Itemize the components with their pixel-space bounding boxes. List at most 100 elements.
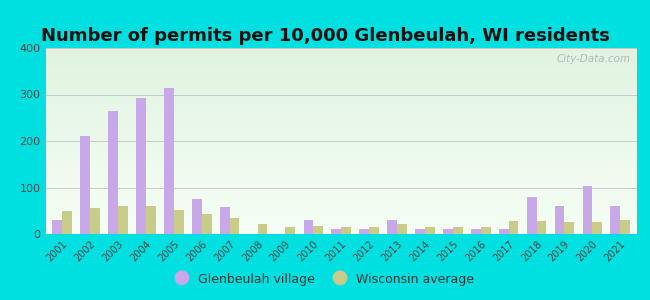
Bar bbox=[304, 220, 313, 234]
Bar bbox=[46, 204, 637, 206]
Bar bbox=[425, 227, 435, 234]
Bar bbox=[46, 102, 637, 104]
Bar bbox=[46, 230, 637, 232]
Bar bbox=[46, 221, 637, 223]
Bar bbox=[46, 186, 637, 188]
Bar bbox=[46, 195, 637, 197]
Bar bbox=[46, 167, 637, 169]
Bar bbox=[332, 229, 341, 234]
Bar bbox=[136, 98, 146, 234]
Bar bbox=[46, 110, 637, 111]
Bar bbox=[46, 175, 637, 176]
Bar bbox=[46, 67, 637, 68]
Bar bbox=[46, 143, 637, 145]
Bar bbox=[453, 227, 463, 234]
Text: City-Data.com: City-Data.com bbox=[557, 54, 631, 64]
Bar bbox=[46, 87, 637, 89]
Bar bbox=[582, 186, 592, 234]
Bar bbox=[46, 210, 637, 212]
Bar bbox=[46, 189, 637, 191]
Bar bbox=[620, 220, 630, 234]
Bar bbox=[46, 141, 637, 143]
Bar bbox=[46, 215, 637, 217]
Bar bbox=[46, 160, 637, 161]
Bar bbox=[46, 212, 637, 214]
Bar bbox=[46, 119, 637, 121]
Bar bbox=[471, 229, 481, 234]
Bar bbox=[202, 214, 211, 234]
Bar bbox=[46, 188, 637, 189]
Bar bbox=[509, 221, 519, 234]
Bar bbox=[46, 89, 637, 91]
Bar bbox=[46, 126, 637, 128]
Bar bbox=[46, 61, 637, 63]
Bar bbox=[564, 222, 574, 234]
Bar bbox=[554, 206, 564, 234]
Bar bbox=[46, 208, 637, 210]
Bar bbox=[192, 199, 202, 234]
Bar bbox=[46, 232, 637, 234]
Bar bbox=[109, 111, 118, 234]
Bar bbox=[46, 214, 637, 215]
Bar bbox=[46, 48, 637, 50]
Bar bbox=[46, 182, 637, 184]
Bar bbox=[46, 165, 637, 167]
Bar bbox=[46, 154, 637, 156]
Bar bbox=[146, 206, 156, 234]
Bar bbox=[46, 184, 637, 186]
Bar bbox=[46, 59, 637, 61]
Bar bbox=[46, 82, 637, 83]
Bar bbox=[46, 158, 637, 160]
Bar bbox=[46, 74, 637, 76]
Bar bbox=[46, 219, 637, 221]
Bar bbox=[46, 156, 637, 158]
Bar bbox=[46, 70, 637, 72]
Bar bbox=[46, 121, 637, 122]
Bar bbox=[46, 104, 637, 106]
Bar bbox=[46, 107, 637, 110]
Bar bbox=[174, 210, 183, 234]
Bar bbox=[46, 91, 637, 93]
Bar bbox=[46, 130, 637, 132]
Text: Number of permits per 10,000 Glenbeulah, WI residents: Number of permits per 10,000 Glenbeulah,… bbox=[40, 27, 610, 45]
Bar bbox=[53, 220, 62, 234]
Bar bbox=[46, 176, 637, 178]
Bar bbox=[526, 197, 536, 234]
Bar bbox=[46, 197, 637, 199]
Legend: Glenbeulah village, Wisconsin average: Glenbeulah village, Wisconsin average bbox=[171, 268, 479, 291]
Bar bbox=[46, 150, 637, 152]
Bar bbox=[387, 220, 397, 234]
Bar bbox=[46, 122, 637, 124]
Bar bbox=[46, 63, 637, 65]
Bar bbox=[46, 152, 637, 154]
Bar bbox=[118, 206, 128, 234]
Bar bbox=[46, 223, 637, 225]
Bar bbox=[46, 85, 637, 87]
Bar bbox=[46, 56, 637, 57]
Bar bbox=[46, 83, 637, 85]
Bar bbox=[62, 211, 72, 234]
Bar bbox=[46, 124, 637, 126]
Bar bbox=[46, 113, 637, 115]
Bar bbox=[46, 94, 637, 96]
Bar bbox=[46, 78, 637, 80]
Bar bbox=[46, 172, 637, 175]
Bar bbox=[46, 54, 637, 56]
Bar bbox=[46, 134, 637, 135]
Bar bbox=[46, 76, 637, 78]
Bar bbox=[46, 98, 637, 100]
Bar bbox=[285, 227, 295, 234]
Bar bbox=[46, 117, 637, 119]
Bar bbox=[164, 88, 174, 234]
Bar bbox=[415, 229, 425, 234]
Bar bbox=[46, 68, 637, 70]
Bar bbox=[46, 191, 637, 193]
Bar bbox=[46, 65, 637, 67]
Bar bbox=[46, 163, 637, 165]
Bar bbox=[46, 178, 637, 180]
Bar bbox=[81, 136, 90, 234]
Bar bbox=[90, 208, 100, 234]
Bar bbox=[46, 161, 637, 163]
Bar bbox=[592, 222, 602, 234]
Bar bbox=[46, 206, 637, 208]
